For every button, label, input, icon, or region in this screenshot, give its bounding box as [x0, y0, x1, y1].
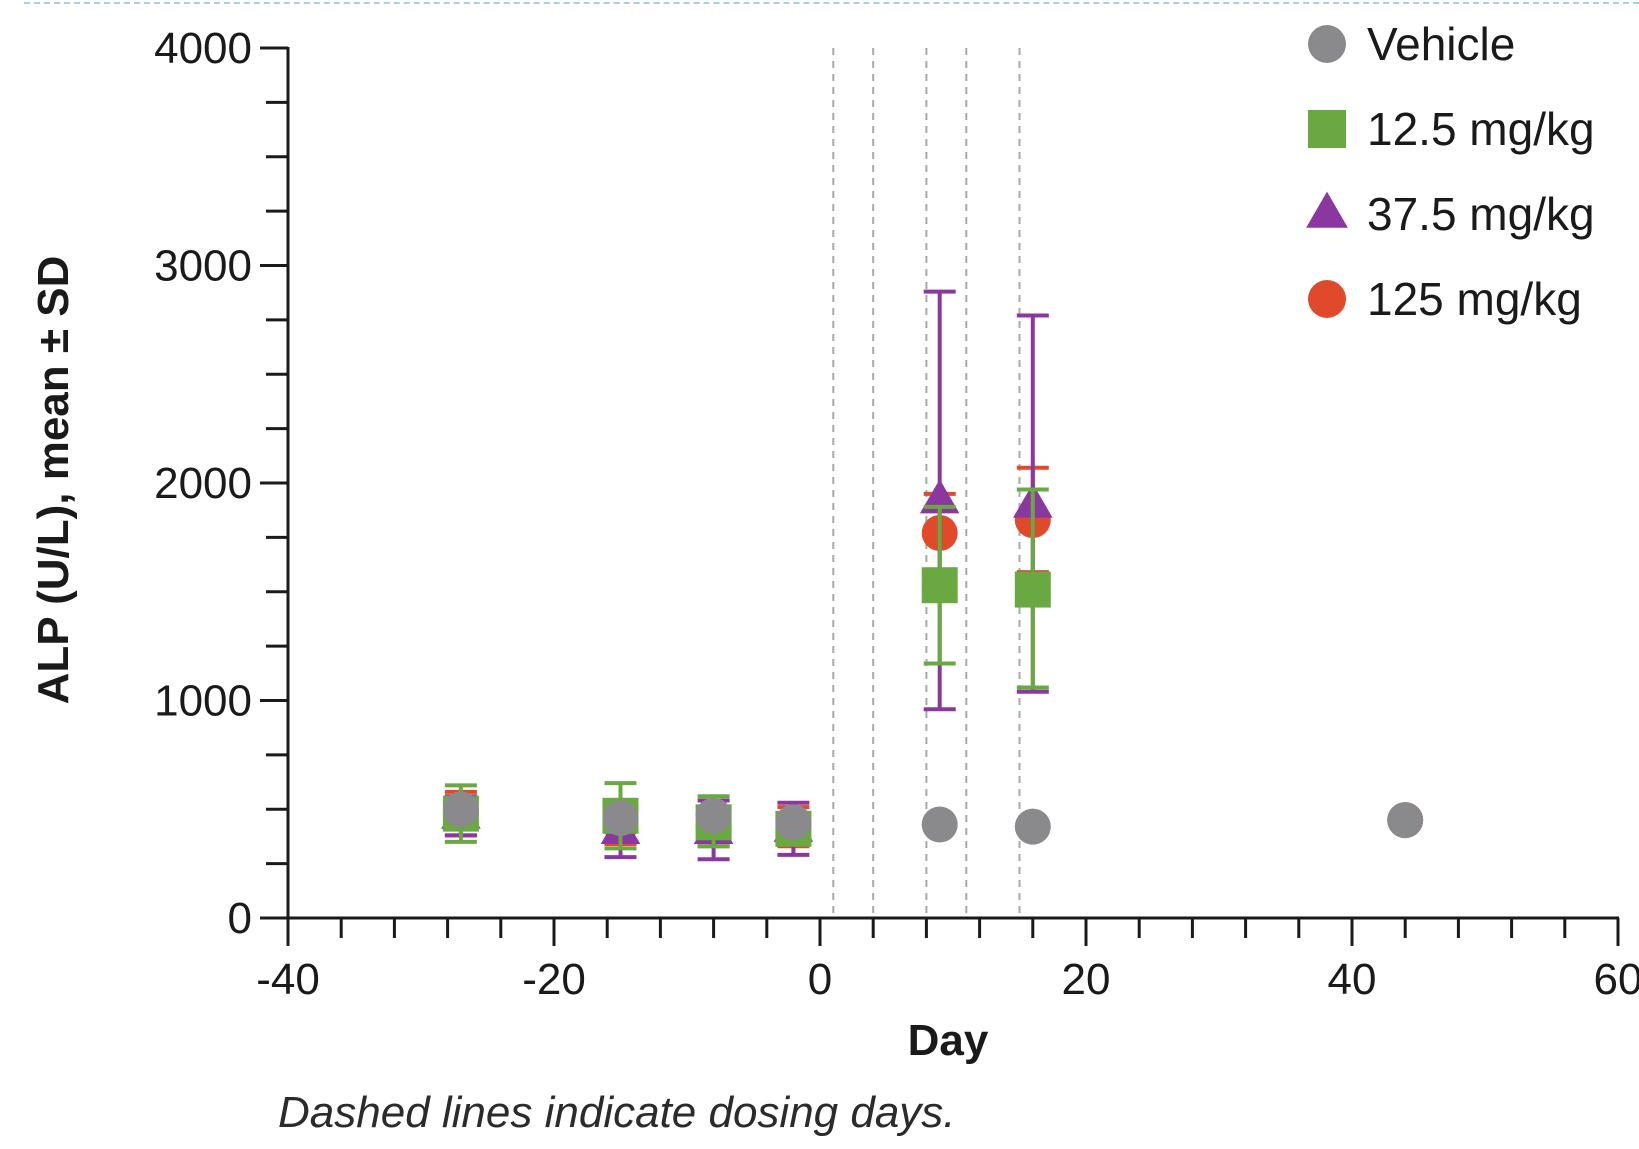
data-point	[1014, 808, 1051, 845]
data-point	[1014, 571, 1051, 608]
dosing-day-lines	[832, 48, 1021, 918]
data-series	[441, 289, 1424, 862]
data-point	[695, 797, 732, 834]
data-point	[921, 567, 958, 604]
y-tick-label: 4000	[154, 24, 252, 73]
legend-marker	[1308, 280, 1346, 318]
data-point	[442, 791, 479, 828]
legend-label: 12.5 mg/kg	[1367, 103, 1595, 155]
x-tick-label: -40	[256, 955, 320, 1004]
y-tick-label: 1000	[154, 677, 252, 726]
chart-caption: Dashed lines indicate dosing days.	[278, 1088, 956, 1137]
y-tick-label: 2000	[154, 459, 252, 508]
x-tick-label: 0	[808, 955, 832, 1004]
series-12-5-mg-kg	[442, 487, 1051, 851]
legend-label: 125 mg/kg	[1367, 273, 1582, 325]
legend-marker	[1306, 191, 1348, 228]
legend: Vehicle 12.5 mg/kg 37.5 mg/kg 125 mg/kg	[1306, 18, 1595, 325]
legend-label: 37.5 mg/kg	[1367, 188, 1595, 240]
legend-item-37-5-mg-kg: 37.5 mg/kg	[1306, 188, 1595, 240]
legend-item-vehicle: Vehicle	[1308, 18, 1515, 70]
legend-item-12-5-mg-kg: 12.5 mg/kg	[1308, 103, 1595, 155]
series-125-mg-kg	[442, 465, 1424, 849]
y-tick-label: 0	[228, 894, 252, 943]
series-37-5-mg-kg	[441, 289, 1053, 862]
data-point	[921, 806, 958, 843]
x-tick-label: 40	[1328, 955, 1377, 1004]
x-tick-label: 20	[1062, 955, 1111, 1004]
axes: 0 1000 2000 3000 4000 -40 -20 0 20 40 60	[154, 24, 1639, 1004]
legend-marker	[1308, 110, 1346, 148]
series-vehicle	[442, 791, 1424, 845]
data-point	[1387, 802, 1424, 839]
x-axis-label: Day	[908, 1016, 989, 1065]
top-dashed-rule	[24, 2, 1639, 4]
data-point	[602, 799, 639, 836]
data-point	[919, 479, 960, 514]
x-tick-label: 60	[1594, 955, 1639, 1004]
y-axis-label: ALP (U/L), mean ± SD	[29, 256, 78, 705]
legend-label: Vehicle	[1367, 18, 1515, 70]
data-point	[775, 804, 812, 841]
legend-marker	[1308, 25, 1346, 63]
legend-item-125-mg-kg: 125 mg/kg	[1308, 273, 1582, 325]
x-tick-label: -20	[522, 955, 586, 1004]
y-tick-label: 3000	[154, 242, 252, 291]
